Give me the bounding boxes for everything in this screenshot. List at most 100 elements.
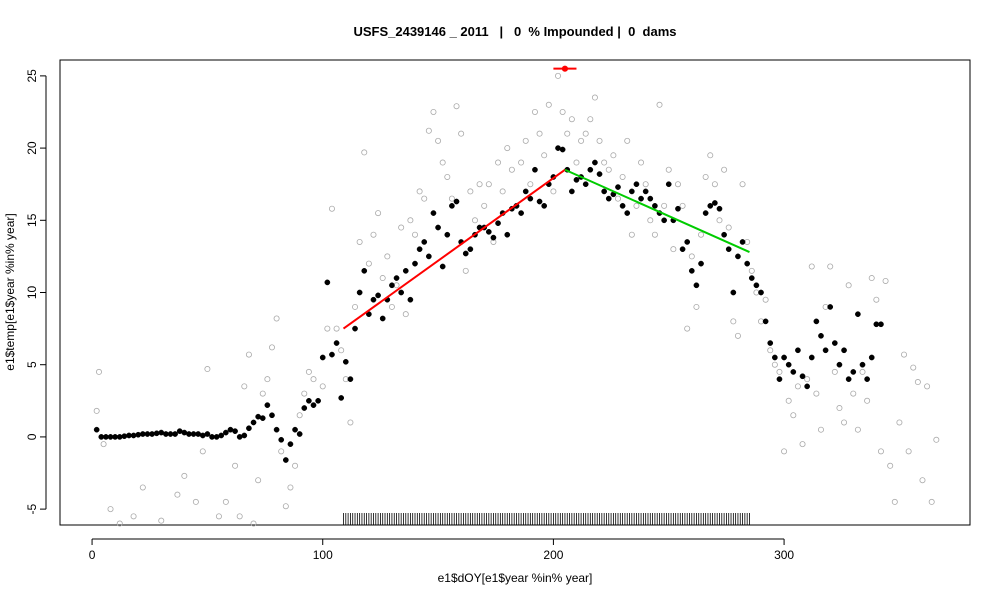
- point: [859, 361, 866, 368]
- point: [748, 267, 755, 274]
- point: [181, 472, 188, 479]
- point: [878, 321, 884, 328]
- point: [172, 431, 178, 437]
- point: [804, 376, 811, 383]
- point: [458, 130, 465, 137]
- point: [790, 369, 797, 375]
- point: [259, 415, 266, 421]
- point: [707, 152, 714, 159]
- point: [301, 405, 308, 411]
- point: [665, 166, 672, 173]
- point: [485, 228, 492, 235]
- point: [638, 195, 644, 202]
- point: [361, 267, 368, 274]
- point: [407, 296, 414, 303]
- point: [841, 419, 848, 426]
- point: [679, 202, 686, 209]
- point: [215, 513, 222, 520]
- point: [665, 181, 672, 188]
- point: [868, 354, 875, 361]
- point: [652, 203, 658, 209]
- point: [628, 188, 635, 195]
- point: [95, 368, 102, 375]
- point: [204, 431, 211, 437]
- point: [573, 177, 580, 183]
- point: [439, 159, 446, 166]
- point: [730, 318, 737, 325]
- point: [485, 181, 492, 188]
- point: [421, 195, 428, 202]
- plot-frame: [59, 59, 971, 526]
- point: [753, 282, 760, 289]
- point: [818, 332, 824, 339]
- point: [384, 253, 391, 260]
- point: [587, 166, 594, 173]
- point: [891, 498, 898, 505]
- point: [232, 428, 238, 434]
- point: [319, 354, 326, 361]
- point: [532, 166, 538, 173]
- point: [416, 188, 423, 195]
- point: [864, 376, 870, 382]
- point: [896, 419, 903, 426]
- point: [398, 289, 405, 296]
- point: [356, 238, 363, 245]
- point: [536, 198, 543, 205]
- point: [610, 152, 617, 159]
- point: [453, 198, 460, 205]
- point: [333, 340, 340, 346]
- point: [841, 347, 847, 354]
- y-tick-label: 5: [25, 361, 39, 368]
- point: [647, 217, 654, 224]
- y-tick-label: 10: [25, 286, 39, 300]
- point: [596, 137, 603, 144]
- point: [688, 267, 695, 274]
- point: [241, 383, 248, 390]
- point: [347, 376, 354, 382]
- point: [375, 210, 382, 217]
- point: [725, 246, 732, 253]
- point: [268, 344, 275, 351]
- point: [781, 354, 787, 361]
- point: [684, 325, 691, 332]
- point: [435, 137, 442, 144]
- point: [693, 303, 700, 310]
- point: [905, 448, 912, 455]
- point: [693, 282, 700, 289]
- point: [273, 315, 280, 322]
- point: [772, 354, 778, 361]
- point: [785, 361, 792, 368]
- point: [864, 397, 871, 404]
- point: [130, 513, 137, 520]
- point: [624, 210, 631, 216]
- point: [333, 325, 340, 332]
- point: [550, 188, 557, 195]
- point: [868, 275, 875, 282]
- x-axis-label: e1$dOY[e1$year %in% year]: [438, 571, 593, 585]
- point: [310, 376, 317, 383]
- point: [444, 173, 451, 180]
- point: [296, 431, 303, 437]
- point: [748, 275, 755, 281]
- point: [827, 304, 834, 310]
- point: [250, 520, 257, 527]
- point: [476, 181, 483, 188]
- point: [425, 127, 432, 134]
- point: [430, 108, 437, 115]
- point: [250, 419, 257, 426]
- point: [490, 234, 497, 241]
- point: [596, 171, 603, 177]
- point: [347, 419, 354, 426]
- point: [688, 253, 695, 260]
- point: [795, 347, 801, 354]
- point: [449, 203, 455, 209]
- point: [698, 231, 705, 238]
- point: [831, 340, 838, 346]
- point: [638, 159, 645, 166]
- point: [799, 373, 806, 380]
- point: [218, 432, 225, 439]
- point: [365, 260, 372, 267]
- point: [421, 239, 428, 245]
- fit-line: [564, 168, 750, 253]
- point: [831, 368, 838, 375]
